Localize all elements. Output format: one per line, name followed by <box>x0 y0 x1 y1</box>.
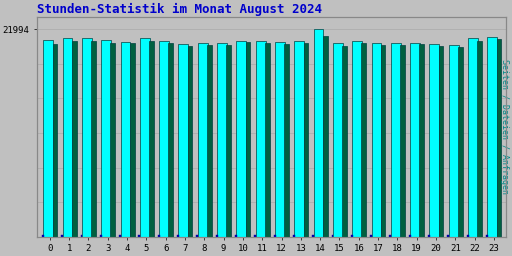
Bar <box>217 43 227 237</box>
Bar <box>439 46 443 237</box>
Bar <box>246 42 250 237</box>
Bar <box>497 39 501 237</box>
Bar <box>216 235 218 237</box>
Bar <box>487 37 497 237</box>
Bar <box>62 38 73 237</box>
Bar <box>197 235 198 237</box>
Bar <box>188 46 193 237</box>
Bar <box>100 235 102 237</box>
Bar <box>294 41 304 237</box>
Bar <box>265 43 270 237</box>
Bar <box>44 40 53 237</box>
Bar <box>121 42 131 237</box>
Bar <box>101 40 111 237</box>
Bar <box>351 235 353 237</box>
Bar <box>159 41 169 237</box>
Bar <box>207 45 212 237</box>
Bar <box>468 38 478 237</box>
Text: Stunden-Statistik im Monat August 2024: Stunden-Statistik im Monat August 2024 <box>37 3 322 16</box>
Bar <box>284 44 289 237</box>
Bar <box>410 43 420 237</box>
Bar <box>91 41 96 237</box>
Bar <box>332 235 333 237</box>
Bar <box>130 43 135 237</box>
Y-axis label: Seiten / Dateien / Anfragen: Seiten / Dateien / Anfragen <box>500 59 509 194</box>
Bar <box>419 44 424 237</box>
Bar <box>428 235 430 237</box>
Bar <box>381 45 386 237</box>
Bar <box>323 36 328 237</box>
Bar <box>72 41 77 237</box>
Bar <box>111 43 115 237</box>
Bar <box>138 235 140 237</box>
Bar <box>333 43 343 237</box>
Bar <box>168 43 173 237</box>
Bar <box>179 44 188 237</box>
Bar <box>61 235 63 237</box>
Bar <box>430 44 439 237</box>
Bar <box>486 235 488 237</box>
Bar <box>177 235 179 237</box>
Bar <box>255 41 266 237</box>
Bar <box>370 235 372 237</box>
Bar <box>275 42 285 237</box>
Bar <box>409 235 411 237</box>
Bar <box>466 235 468 237</box>
Bar <box>361 43 366 237</box>
Bar <box>158 235 160 237</box>
Bar <box>198 43 208 237</box>
Bar <box>391 43 401 237</box>
Bar <box>342 46 347 237</box>
Bar <box>273 235 275 237</box>
Bar <box>447 235 449 237</box>
Bar <box>82 38 92 237</box>
Bar <box>226 45 231 237</box>
Bar <box>80 235 82 237</box>
Bar <box>314 29 324 237</box>
Bar <box>42 235 44 237</box>
Bar <box>304 43 308 237</box>
Bar <box>390 235 391 237</box>
Bar <box>458 47 463 237</box>
Bar <box>477 41 482 237</box>
Bar <box>237 41 246 237</box>
Bar <box>312 235 314 237</box>
Bar <box>372 43 381 237</box>
Bar <box>235 235 237 237</box>
Bar <box>119 235 121 237</box>
Bar <box>140 38 150 237</box>
Bar <box>293 235 295 237</box>
Bar <box>449 45 459 237</box>
Bar <box>254 235 256 237</box>
Bar <box>352 41 362 237</box>
Bar <box>53 44 57 237</box>
Bar <box>149 41 154 237</box>
Bar <box>400 45 405 237</box>
